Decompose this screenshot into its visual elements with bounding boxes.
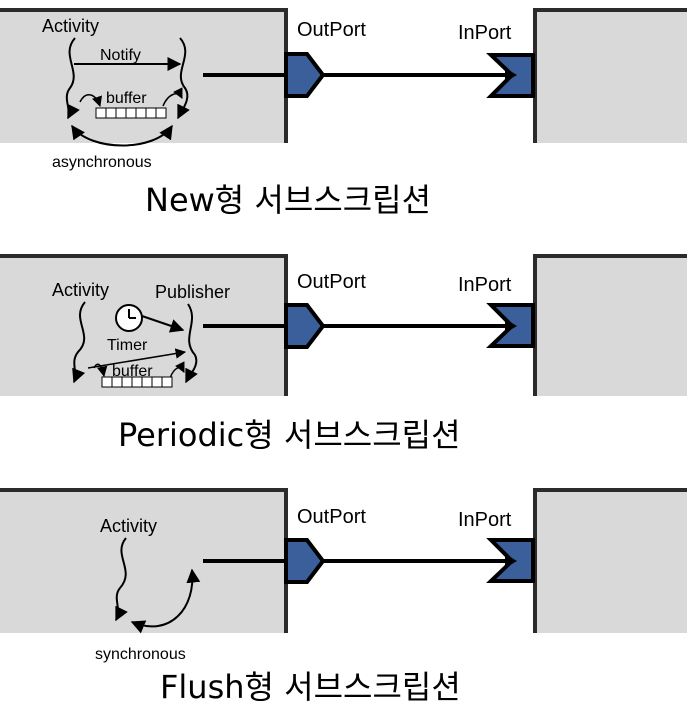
title-prefix: Periodic (118, 416, 244, 454)
data-arrowhead (505, 319, 517, 333)
async-arc (71, 124, 173, 147)
subscriber-box (535, 256, 687, 396)
mode-label: synchronous (95, 646, 186, 663)
panel-title: New형 서브스크립션 (145, 181, 431, 219)
outport-shape (284, 52, 326, 98)
activity-thread-left (65, 37, 80, 120)
outport-shape (284, 303, 326, 349)
mode-label: asynchronous (52, 154, 152, 171)
data-arrowhead (505, 68, 517, 82)
panel-flush: OutPort InPort Activity synchronous Flus… (0, 488, 687, 706)
subscriber-box (535, 490, 687, 633)
panel-new: OutPort InPort Activity Notify buffer as… (0, 8, 687, 219)
publisher-box-border (0, 488, 288, 633)
title-prefix: New (145, 181, 215, 219)
timer-label: Timer (107, 337, 148, 354)
panel-periodic: OutPort InPort Activity Publisher Timer … (0, 254, 687, 454)
buffer-write-arrow (93, 363, 108, 378)
publisher-box-border (0, 8, 288, 143)
buffer-read-arrow (162, 87, 183, 107)
inport-label: InPort (458, 509, 512, 531)
subscriber-box-border (533, 488, 687, 633)
buffer-queue (101, 376, 173, 388)
title-suffix: 형 서브스크립션 (245, 668, 461, 706)
panel-title: Periodic형 서브스크립션 (118, 416, 461, 454)
buffer-label: buffer (112, 363, 153, 380)
activity-label: Activity (42, 16, 99, 36)
timer-trigger-arrow (141, 315, 185, 333)
clock-icon (115, 304, 143, 332)
publisher-box-border (0, 254, 288, 396)
activity-label: Activity (100, 516, 157, 536)
subscriber-box-border (533, 8, 687, 143)
buffer-write-arrow (79, 94, 102, 107)
outport-label: OutPort (297, 271, 366, 293)
publisher-label: Publisher (155, 282, 230, 302)
title-prefix: Flush (160, 668, 245, 706)
outport-shape (284, 538, 326, 584)
subscriber-box (535, 10, 687, 143)
buffer-queue (95, 107, 167, 119)
title-suffix: 형 서브스크립션 (244, 416, 460, 454)
activity-label: Activity (52, 280, 109, 300)
activity-thread-right (185, 303, 198, 384)
sync-arc (130, 568, 201, 634)
inport-label: InPort (458, 22, 512, 44)
panel-title: Flush형 서브스크립션 (160, 668, 461, 706)
data-arrowhead (505, 554, 517, 568)
buffer-label: buffer (106, 90, 147, 107)
activity-thread-left (72, 301, 86, 384)
activity-thread-right (177, 37, 190, 120)
title-suffix: 형 서브스크립션 (215, 181, 431, 219)
buffer-read-arrow (169, 361, 185, 379)
outport-label: OutPort (297, 19, 366, 41)
activity-thread (115, 537, 128, 622)
inport-label: InPort (458, 274, 512, 296)
subscriber-box-border (533, 254, 687, 396)
outport-label: OutPort (297, 506, 366, 528)
publish-arrow (87, 348, 187, 369)
notify-label: Notify (100, 47, 141, 64)
